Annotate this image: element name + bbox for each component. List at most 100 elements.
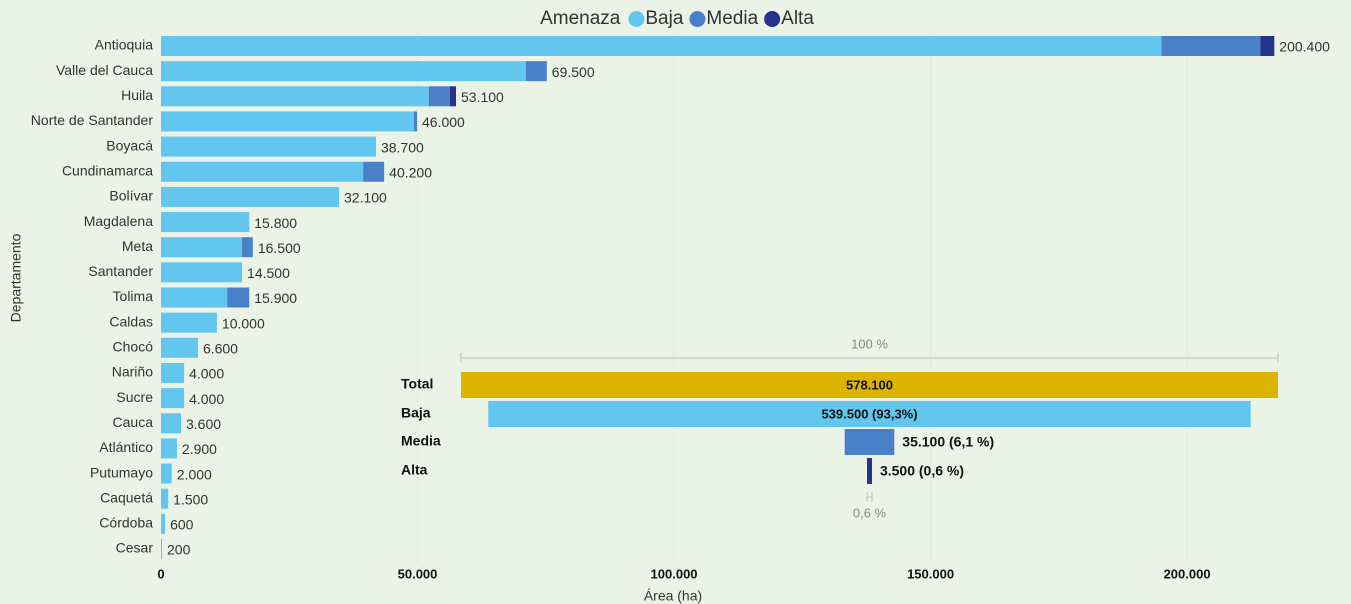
funnel-bar (867, 458, 872, 484)
bar-segment (161, 212, 250, 233)
x-tick-label: 150.000 (907, 566, 954, 581)
funnel-value-label: 539.500 (93,3%) (821, 406, 917, 421)
funnel-category: Alta (401, 462, 428, 478)
y-tick-label: Meta (122, 238, 153, 254)
funnel-top-label: 100 % (851, 336, 888, 351)
y-tick-label: Tolima (113, 288, 154, 304)
legend-label: Baja (645, 8, 683, 29)
bar-segment (161, 161, 364, 182)
total-label: 15.900 (254, 290, 297, 306)
x-tick-label: 200.000 (1164, 566, 1211, 581)
bar-segment (449, 86, 456, 107)
funnel-bar (488, 401, 1251, 427)
total-label: 16.500 (258, 240, 301, 256)
y-tick-label: Cundinamarca (62, 162, 153, 178)
y-tick-label: Magdalena (84, 213, 153, 229)
legend: Amenaza Baja Media Alta (540, 8, 814, 29)
total-label: 15.800 (254, 215, 297, 231)
legend-marker (689, 11, 706, 27)
bar-segment (363, 161, 385, 182)
x-tick-label: 50.000 (398, 566, 438, 581)
bar-segment (161, 237, 243, 258)
y-tick-label: Bolívar (109, 188, 153, 204)
y-tick-label: Caquetá (100, 489, 153, 505)
x-tick-label: 100.000 (651, 566, 698, 581)
y-tick-label: Cesar (116, 540, 154, 556)
total-label: 14.500 (247, 265, 290, 281)
bar-segment (428, 86, 450, 107)
bar-segment (1260, 36, 1275, 56)
y-tick-label: Boyacá (106, 137, 153, 153)
total-label: 2.000 (177, 466, 212, 482)
bars: Antioquia 200.400 Valle del Cauca 69.500 Hui… (31, 36, 1330, 559)
total-label: 3.600 (186, 416, 221, 432)
bar-segment (161, 463, 172, 484)
funnel-category: Media (401, 433, 441, 449)
total-label: 4.000 (189, 391, 224, 407)
y-tick-label: Sucre (116, 389, 153, 405)
bar-segment (161, 36, 1162, 56)
bar-segment (161, 337, 198, 358)
y-tick-label: Valle del Cauca (56, 62, 153, 78)
bar-segment (161, 61, 526, 82)
bar-segment (161, 513, 166, 534)
legend-marker (764, 11, 781, 27)
bar-segment (161, 111, 414, 132)
bar-segment (161, 136, 376, 157)
y-tick-label: Córdoba (99, 515, 153, 531)
bar-segment (161, 413, 182, 434)
grid: 0 50.000 100.000 150.000 200.000 (157, 33, 1211, 581)
bar-segment (227, 287, 250, 308)
total-label: 200.400 (1279, 39, 1330, 55)
bar-segment (161, 362, 185, 383)
y-tick-label: Antioquia (95, 37, 154, 53)
total-label: 600 (170, 517, 194, 533)
bar-segment (161, 539, 163, 559)
funnel-bar (461, 372, 1278, 398)
y-tick-label: Chocó (113, 339, 154, 355)
funnel-value-label: 35.100 (6,1 %) (902, 434, 994, 450)
funnel-bottom-label: 0,6 % (853, 505, 887, 520)
total-label: 32.100 (344, 190, 387, 206)
y-tick-label: Norte de Santander (31, 112, 154, 128)
bar-segment (161, 186, 340, 207)
total-label: 1.500 (173, 491, 208, 507)
total-label: 46.000 (422, 114, 465, 130)
bar-segment (242, 237, 253, 258)
y-tick-label: Santander (88, 263, 153, 279)
funnel: 100 % Total 578.100 Baja 539.500 (93,3%) Medi… (401, 336, 1279, 520)
bar-segment (161, 287, 228, 308)
legend-title: Amenaza (540, 8, 621, 29)
total-label: 69.500 (552, 64, 595, 80)
y-tick-label: Nariño (112, 364, 153, 380)
legend-label: Media (706, 8, 758, 29)
bar-segment (1161, 36, 1261, 56)
bar-segment (161, 86, 429, 107)
bar-segment (413, 111, 418, 132)
funnel-category: Baja (401, 405, 431, 421)
bar-segment (161, 262, 243, 283)
funnel-category: Total (401, 376, 433, 392)
bar-segment (161, 388, 185, 409)
x-axis-label: Área (ha) (644, 588, 702, 604)
total-label: 40.200 (389, 164, 432, 180)
total-label: 2.900 (182, 441, 217, 457)
x-tick-label: 0 (157, 566, 164, 581)
bar-segment (161, 312, 217, 333)
y-axis-label: Departamento (8, 233, 24, 322)
y-tick-label: Huila (121, 87, 153, 103)
legend-marker (628, 11, 645, 27)
y-tick-label: Atlántico (99, 439, 153, 455)
y-tick-label: Cauca (113, 414, 154, 430)
bar-segment (161, 488, 169, 509)
total-label: 6.600 (203, 341, 238, 357)
y-tick-label: Caldas (109, 313, 153, 329)
total-label: 38.700 (381, 139, 424, 155)
funnel-bar (844, 429, 895, 455)
legend-label: Alta (781, 8, 814, 29)
y-tick-label: Putumayo (90, 464, 153, 480)
total-label: 10.000 (222, 315, 265, 331)
total-label: 53.100 (461, 89, 504, 105)
total-label: 200 (167, 542, 191, 558)
